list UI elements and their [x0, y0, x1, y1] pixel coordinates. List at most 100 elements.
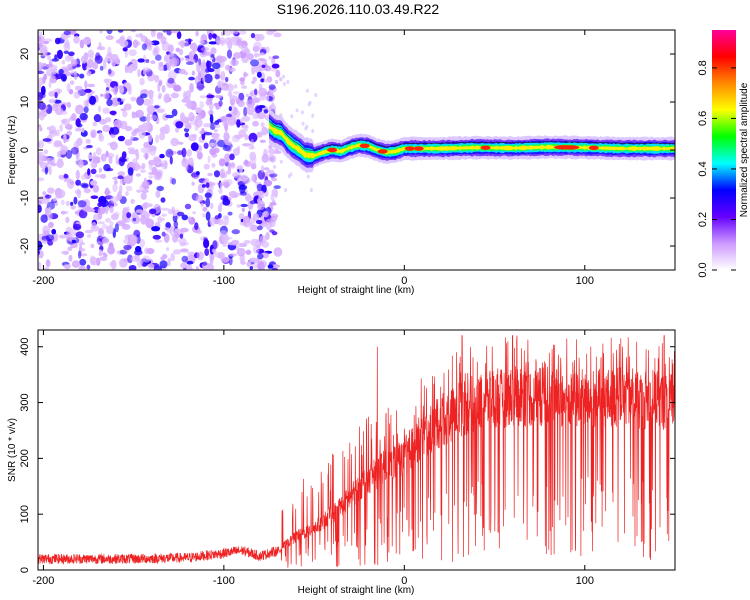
noise-blob [218, 100, 223, 107]
noise-blob [185, 267, 194, 270]
noise-blob [139, 238, 145, 248]
noise-blob [48, 165, 52, 176]
noise-blob [143, 177, 147, 186]
noise-blob [151, 30, 156, 33]
noise-blob [157, 82, 161, 92]
noise-blob [248, 146, 255, 150]
noise-blob [181, 214, 189, 221]
noise-blob [156, 108, 166, 113]
noise-blob [46, 211, 53, 221]
noise-blob [38, 261, 42, 270]
noise-blob [241, 115, 251, 122]
noise-blob [42, 76, 46, 84]
noise-blob [73, 35, 80, 44]
noise-blob [220, 70, 226, 81]
noise-blob [187, 216, 192, 221]
noise-blob [217, 204, 223, 213]
noise-blob [59, 110, 68, 115]
noise-blob [250, 92, 254, 96]
noise-blob [207, 110, 214, 115]
noise-blob [79, 73, 85, 79]
noise-blob [214, 120, 220, 125]
noise-blob [95, 174, 102, 178]
noise-blob [273, 164, 276, 169]
noise-blob [212, 240, 218, 250]
noise-blob [250, 238, 259, 246]
noise-blob [112, 143, 117, 148]
noise-blob [245, 195, 253, 202]
noise-blob [105, 204, 109, 215]
noise-blob [137, 258, 143, 268]
noise-blob [90, 180, 98, 186]
noise-blob [162, 254, 168, 259]
noise-blob [135, 33, 141, 38]
noise-blob [127, 85, 132, 95]
colorbar-ticks: 0.0 0.2 0.4 0.6 0.8 [697, 60, 736, 278]
noise-blob [167, 77, 175, 84]
noise-blob [60, 73, 67, 82]
colorbar-tick-label: 0.4 [697, 161, 709, 176]
noise-blob [253, 174, 257, 184]
noise-blob [75, 179, 81, 186]
noise-blob [47, 187, 55, 194]
noise-blob [92, 121, 98, 127]
noise-blob [81, 127, 85, 133]
noise-blob [252, 244, 260, 254]
noise-blob [110, 196, 118, 204]
noise-blob [53, 197, 57, 202]
noise-blob [269, 169, 275, 175]
noise-blob [263, 167, 270, 171]
noise-blob [243, 58, 249, 63]
noise-blob [230, 59, 239, 67]
noise-blob [224, 215, 230, 226]
noise-blob [173, 249, 181, 255]
noise-blob [163, 64, 168, 72]
noise-blob [186, 149, 192, 157]
snr-x-label: Height of straight line (km) [298, 585, 415, 596]
noise-blob [270, 193, 275, 201]
noise-blob [314, 93, 318, 97]
noise-blob [85, 65, 92, 71]
noise-blob [238, 184, 248, 191]
noise-blob [73, 91, 81, 99]
noise-blob [162, 30, 167, 33]
noise-blob [271, 267, 278, 270]
colorbar-label: Normalized spectral amplitude [739, 82, 750, 217]
noise-blob [203, 142, 209, 149]
noise-blob [117, 190, 122, 200]
noise-blob [71, 59, 78, 67]
x-tick-label: 0 [401, 275, 407, 287]
x-tick-label: 0 [401, 575, 407, 587]
noise-blob [189, 51, 193, 61]
noise-blob [38, 124, 42, 128]
noise-blob [206, 60, 210, 70]
noise-blob [223, 130, 229, 141]
noise-blob [145, 90, 155, 95]
noise-blob [245, 222, 253, 227]
noise-blob [99, 30, 104, 34]
noise-blob [233, 84, 238, 89]
noise-blob [261, 126, 268, 136]
noise-blob [143, 202, 147, 210]
noise-blob [130, 256, 138, 262]
noise-blob [149, 208, 157, 215]
noise-blob [190, 142, 199, 152]
noise-blob [109, 220, 114, 227]
noise-blob [100, 93, 104, 97]
noise-blob [160, 217, 165, 222]
noise-blob [220, 31, 224, 37]
noise-blob [79, 39, 85, 49]
noise-blob [211, 132, 220, 139]
noise-blob [203, 238, 210, 249]
noise-blob [260, 122, 265, 128]
y-tick-label: 100 [19, 505, 31, 523]
noise-blob [61, 250, 69, 255]
noise-blob [100, 153, 107, 162]
noise-blob [146, 212, 150, 218]
noise-blob [271, 177, 278, 182]
noise-blob [90, 168, 97, 175]
y-tick-label: 300 [19, 393, 31, 411]
noise-blob [227, 242, 236, 246]
noise-blob [90, 256, 98, 266]
noise-blob [192, 211, 197, 215]
